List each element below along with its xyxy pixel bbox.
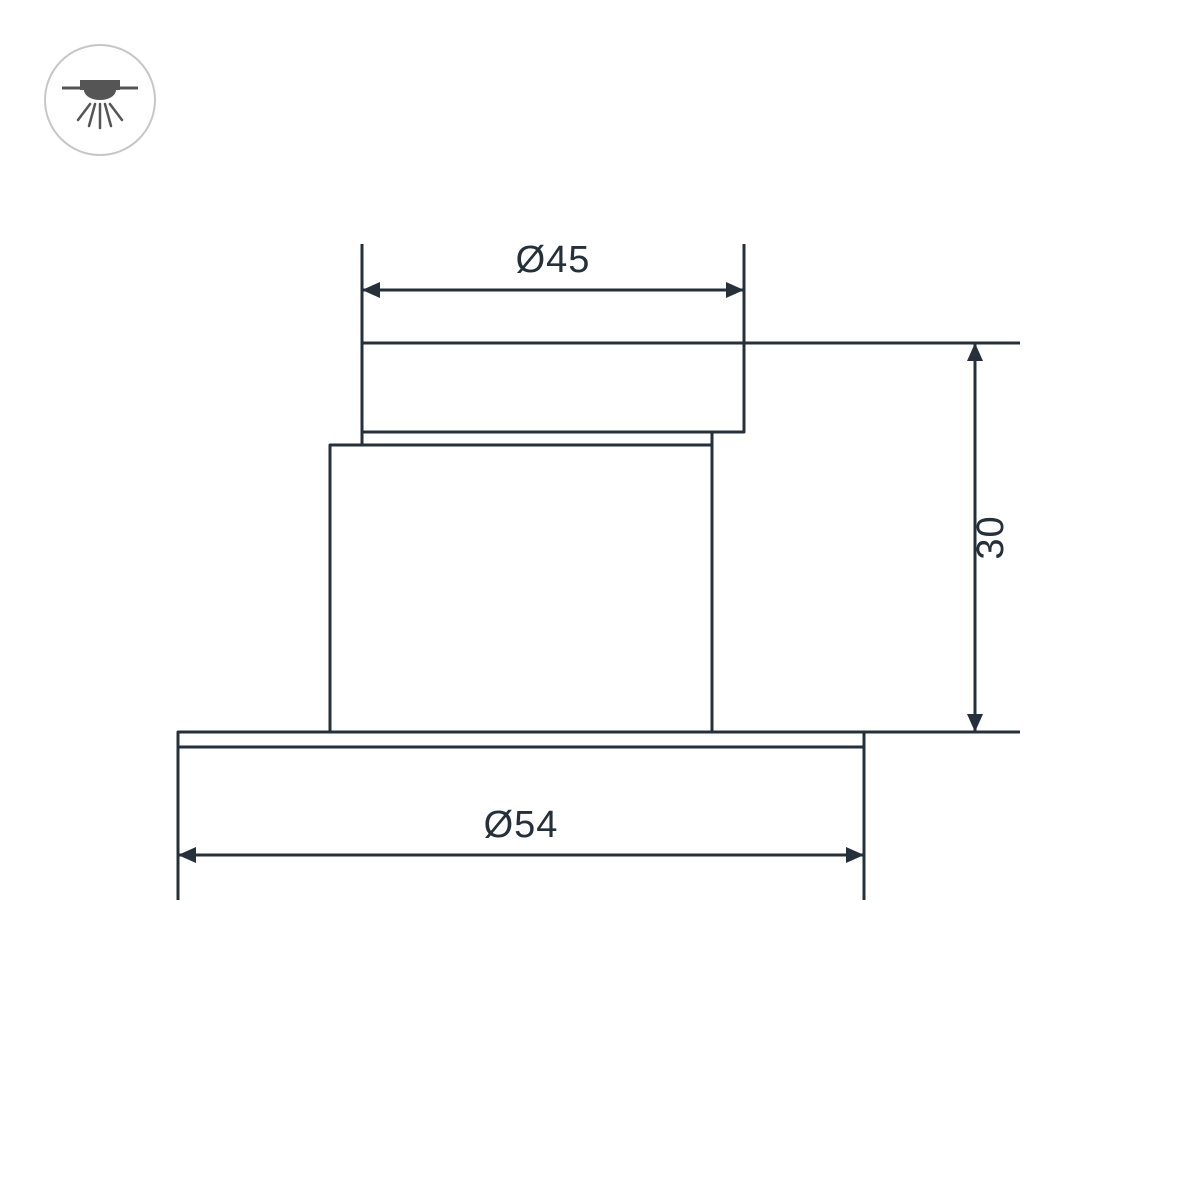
dim-bottom-label: Ø54 [484,804,559,846]
dimension-right: 30 [744,343,1020,732]
downlight-icon [45,45,155,155]
technical-drawing: Ø45 Ø54 30 [0,0,1200,1200]
dim-right-label: 30 [970,515,1012,559]
dimension-top: Ø45 [362,239,744,343]
dimension-bottom: Ø54 [178,747,864,900]
product-outline [178,343,864,747]
dim-top-label: Ø45 [516,239,591,281]
